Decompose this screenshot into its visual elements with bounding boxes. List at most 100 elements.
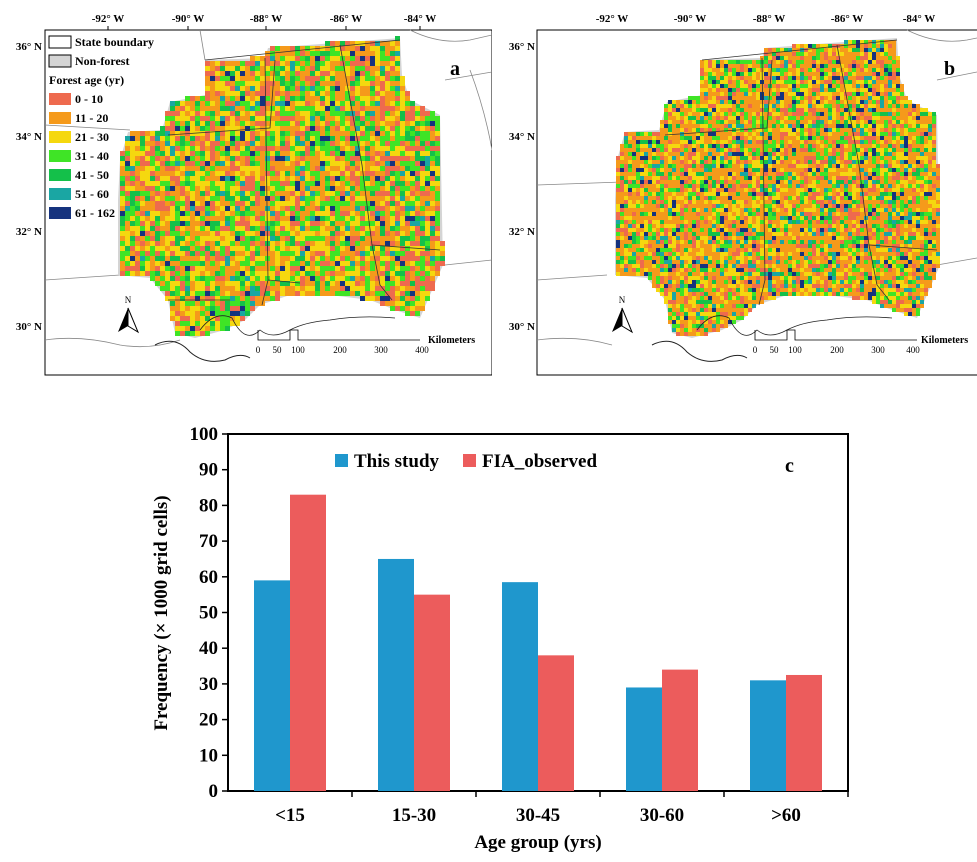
forest-pixel xyxy=(370,111,375,116)
forest-pixel xyxy=(640,136,644,140)
forest-pixel xyxy=(884,136,888,140)
forest-pixel xyxy=(160,151,165,156)
forest-pixel xyxy=(788,72,792,76)
forest-pixel xyxy=(265,271,270,276)
forest-pixel xyxy=(245,86,250,91)
forest-pixel xyxy=(225,161,230,166)
forest-pixel xyxy=(888,148,892,152)
forest-pixel xyxy=(716,72,720,76)
forest-pixel xyxy=(340,271,345,276)
forest-pixel xyxy=(280,86,285,91)
forest-pixel xyxy=(760,160,764,164)
forest-pixel xyxy=(360,176,365,181)
forest-pixel xyxy=(215,246,220,251)
forest-pixel xyxy=(295,46,300,51)
forest-pixel xyxy=(704,168,708,172)
forest-pixel xyxy=(335,266,340,271)
forest-pixel xyxy=(900,132,904,136)
forest-pixel xyxy=(664,164,668,168)
forest-pixel xyxy=(210,191,215,196)
forest-pixel xyxy=(150,261,155,266)
forest-pixel xyxy=(235,106,240,111)
forest-pixel xyxy=(285,276,290,281)
forest-pixel xyxy=(225,146,230,151)
forest-pixel xyxy=(315,216,320,221)
forest-pixel xyxy=(275,271,280,276)
forest-pixel xyxy=(696,140,700,144)
forest-pixel xyxy=(824,52,828,56)
forest-pixel xyxy=(828,132,832,136)
forest-pixel xyxy=(190,101,195,106)
forest-pixel xyxy=(752,92,756,96)
forest-pixel xyxy=(400,231,405,236)
forest-pixel xyxy=(355,166,360,171)
forest-pixel xyxy=(305,71,310,76)
forest-pixel xyxy=(265,131,270,136)
forest-pixel xyxy=(345,131,350,136)
forest-pixel xyxy=(800,132,804,136)
forest-pixel xyxy=(240,156,245,161)
forest-pixel xyxy=(828,48,832,52)
forest-pixel xyxy=(804,124,808,128)
forest-pixel xyxy=(280,161,285,166)
forest-pixel xyxy=(285,161,290,166)
forest-pixel xyxy=(756,72,760,76)
forest-pixel xyxy=(270,136,275,141)
forest-pixel xyxy=(415,106,420,111)
forest-pixel xyxy=(420,266,425,271)
forest-pixel xyxy=(175,296,180,301)
forest-pixel xyxy=(330,151,335,156)
forest-pixel xyxy=(205,201,210,206)
forest-pixel xyxy=(824,64,828,68)
forest-pixel xyxy=(340,231,345,236)
forest-pixel xyxy=(788,104,792,108)
forest-pixel xyxy=(250,296,255,301)
forest-pixel xyxy=(720,68,724,72)
forest-pixel xyxy=(210,126,215,131)
forest-pixel xyxy=(225,316,230,321)
forest-pixel xyxy=(190,186,195,191)
forest-pixel xyxy=(265,91,270,96)
forest-pixel xyxy=(170,171,175,176)
forest-pixel xyxy=(908,140,912,144)
forest-pixel xyxy=(300,96,305,101)
forest-pixel xyxy=(852,116,856,120)
forest-pixel xyxy=(215,161,220,166)
forest-pixel xyxy=(696,148,700,152)
forest-pixel xyxy=(628,168,632,172)
forest-pixel xyxy=(832,56,836,60)
forest-pixel xyxy=(792,88,796,92)
forest-pixel xyxy=(395,266,400,271)
forest-pixel xyxy=(375,296,380,301)
forest-pixel xyxy=(355,216,360,221)
forest-pixel xyxy=(375,291,380,296)
forest-pixel xyxy=(250,241,255,246)
forest-pixel xyxy=(345,266,350,271)
forest-pixel xyxy=(872,96,876,100)
forest-pixel xyxy=(864,52,868,56)
forest-pixel xyxy=(295,141,300,146)
forest-pixel xyxy=(170,101,175,106)
forest-pixel xyxy=(230,151,235,156)
forest-pixel xyxy=(712,148,716,152)
forest-pixel xyxy=(732,156,736,160)
forest-pixel xyxy=(235,186,240,191)
forest-pixel xyxy=(804,64,808,68)
forest-pixel xyxy=(405,251,410,256)
forest-pixel xyxy=(892,164,896,168)
forest-pixel xyxy=(900,148,904,152)
forest-pixel xyxy=(380,186,385,191)
forest-pixel xyxy=(270,81,275,86)
forest-pixel xyxy=(355,266,360,271)
forest-pixel xyxy=(400,241,405,246)
forest-pixel xyxy=(365,276,370,281)
forest-pixel xyxy=(120,166,125,171)
forest-pixel xyxy=(300,131,305,136)
forest-pixel xyxy=(330,261,335,266)
forest-pixel xyxy=(370,201,375,206)
forest-pixel xyxy=(285,71,290,76)
forest-pixel xyxy=(764,60,768,64)
forest-pixel xyxy=(190,276,195,281)
forest-pixel xyxy=(265,71,270,76)
forest-pixel xyxy=(864,136,868,140)
